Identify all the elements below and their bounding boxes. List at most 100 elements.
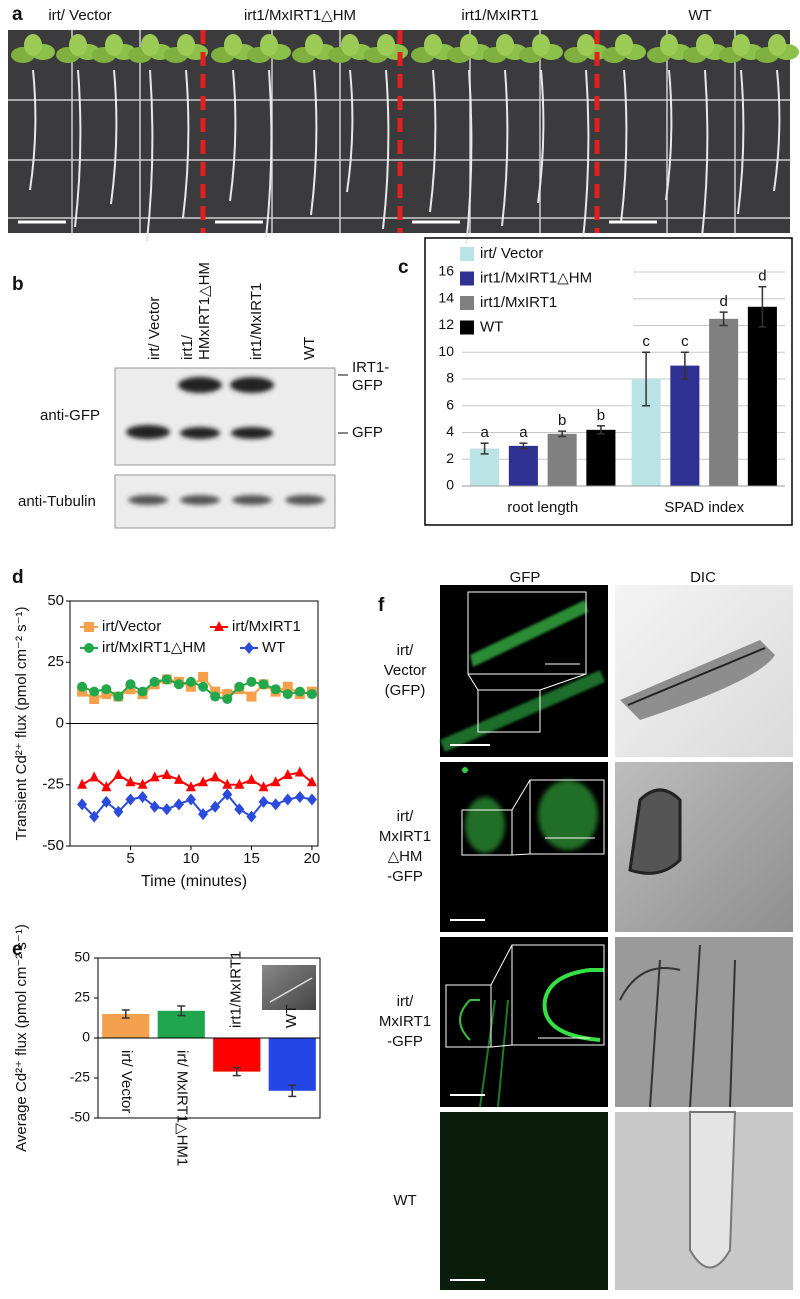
significance-letter: b: [558, 412, 566, 429]
marker: [149, 676, 160, 687]
lane-label: irt1/MxIRT1: [248, 283, 265, 360]
marker: [282, 681, 293, 692]
leaf: [177, 34, 195, 56]
panel-label: c: [398, 257, 409, 278]
marker: [294, 791, 305, 803]
marker: [210, 691, 221, 702]
marker: [198, 808, 209, 821]
y-tick-label: -25: [70, 1069, 90, 1085]
marker: [89, 810, 100, 823]
marker: [137, 778, 148, 789]
marker: [149, 800, 160, 813]
row-label: -GFP: [387, 1033, 423, 1050]
bar: [213, 1038, 261, 1072]
root: [146, 69, 154, 242]
marker: [173, 773, 184, 784]
band-label: IRT1-: [352, 359, 389, 376]
blot-gfp: [114, 367, 336, 466]
leaf: [377, 34, 395, 56]
x-tick-label: 20: [304, 850, 321, 867]
column-title: irt1/MxIRT1△HM: [244, 7, 356, 24]
marker: [306, 793, 317, 806]
antibody-label: anti-GFP: [40, 407, 100, 424]
bar: [470, 448, 500, 486]
root: [701, 69, 709, 238]
x-tick-label: 5: [126, 850, 134, 867]
root: [773, 69, 781, 192]
marker: [222, 694, 233, 704]
y-tick-label: 16: [438, 263, 454, 279]
panel-label: a: [12, 4, 23, 25]
marker: [282, 768, 293, 779]
inset-detail: [269, 977, 313, 1003]
root: [229, 69, 237, 202]
marker: [77, 778, 88, 789]
marker: [234, 803, 245, 816]
lane-label: WT: [301, 337, 318, 360]
band-label: GFP: [352, 377, 383, 394]
marker: [161, 803, 172, 816]
y-tick-label: 0: [82, 1029, 90, 1045]
significance-letter: d: [719, 293, 727, 310]
bar: [747, 306, 777, 486]
x-tick-label: 15: [243, 850, 260, 867]
y-axis-title: Transient Cd²⁺ flux (pmol cm⁻² s⁻¹): [13, 606, 30, 840]
leaf: [141, 34, 159, 56]
column-title: DIC: [690, 569, 716, 586]
blot-bands: [126, 377, 325, 505]
y-tick-label: 4: [446, 423, 454, 439]
marker: [270, 776, 281, 787]
marker: [214, 621, 224, 631]
marker: [173, 679, 184, 690]
legend-label: irt/MxIRT1: [232, 618, 301, 635]
y-axis-title: Average Cd²⁺ flux (pmol cm⁻² s⁻¹): [13, 924, 30, 1152]
x-tick-label: irt1/MxIRT1: [228, 951, 245, 1028]
legend-label: irt1/MxIRT1: [480, 294, 557, 311]
x-tick-label: SPAD index: [664, 499, 744, 516]
root: [29, 69, 37, 191]
panel-label: f: [378, 595, 385, 616]
marker: [125, 776, 136, 787]
legend-label: irt/MxIRT1△HM: [102, 639, 206, 656]
marker: [185, 781, 196, 792]
root: [346, 69, 354, 193]
marker: [246, 691, 257, 702]
marker: [234, 778, 245, 789]
marker: [246, 810, 257, 823]
row-label: WT: [393, 1192, 416, 1209]
marker: [282, 793, 293, 806]
y-tick-label: 0: [446, 477, 454, 493]
legend-bg: [458, 244, 633, 340]
root: [465, 69, 473, 250]
marker: [258, 781, 269, 792]
root: [582, 69, 590, 241]
marker: [89, 686, 100, 697]
marker: [161, 674, 172, 685]
marker: [244, 642, 254, 654]
marker: [222, 778, 233, 789]
marker: [258, 679, 269, 690]
root: [382, 69, 390, 230]
marker: [210, 800, 221, 813]
marker: [306, 776, 317, 787]
row-label: irt/: [397, 993, 414, 1010]
root: [74, 69, 82, 228]
leaf: [460, 34, 478, 56]
bar: [547, 433, 577, 486]
root: [182, 69, 190, 219]
leaf: [768, 34, 786, 56]
legend-label: irt/Vector: [102, 618, 161, 635]
marker: [246, 676, 257, 687]
marker: [161, 768, 172, 779]
lane-label: irt1/: [179, 334, 196, 360]
x-tick-label: 10: [183, 850, 200, 867]
row-label: MxIRT1: [379, 1013, 431, 1030]
significance-letter: a: [480, 424, 489, 441]
band-label: GFP: [352, 424, 383, 441]
y-tick-label: -50: [70, 1109, 90, 1125]
marker: [222, 788, 233, 801]
panel-label: d: [12, 567, 24, 588]
marker: [101, 795, 112, 808]
column-title: WT: [688, 7, 711, 24]
column-title: irt/ Vector: [48, 7, 111, 24]
